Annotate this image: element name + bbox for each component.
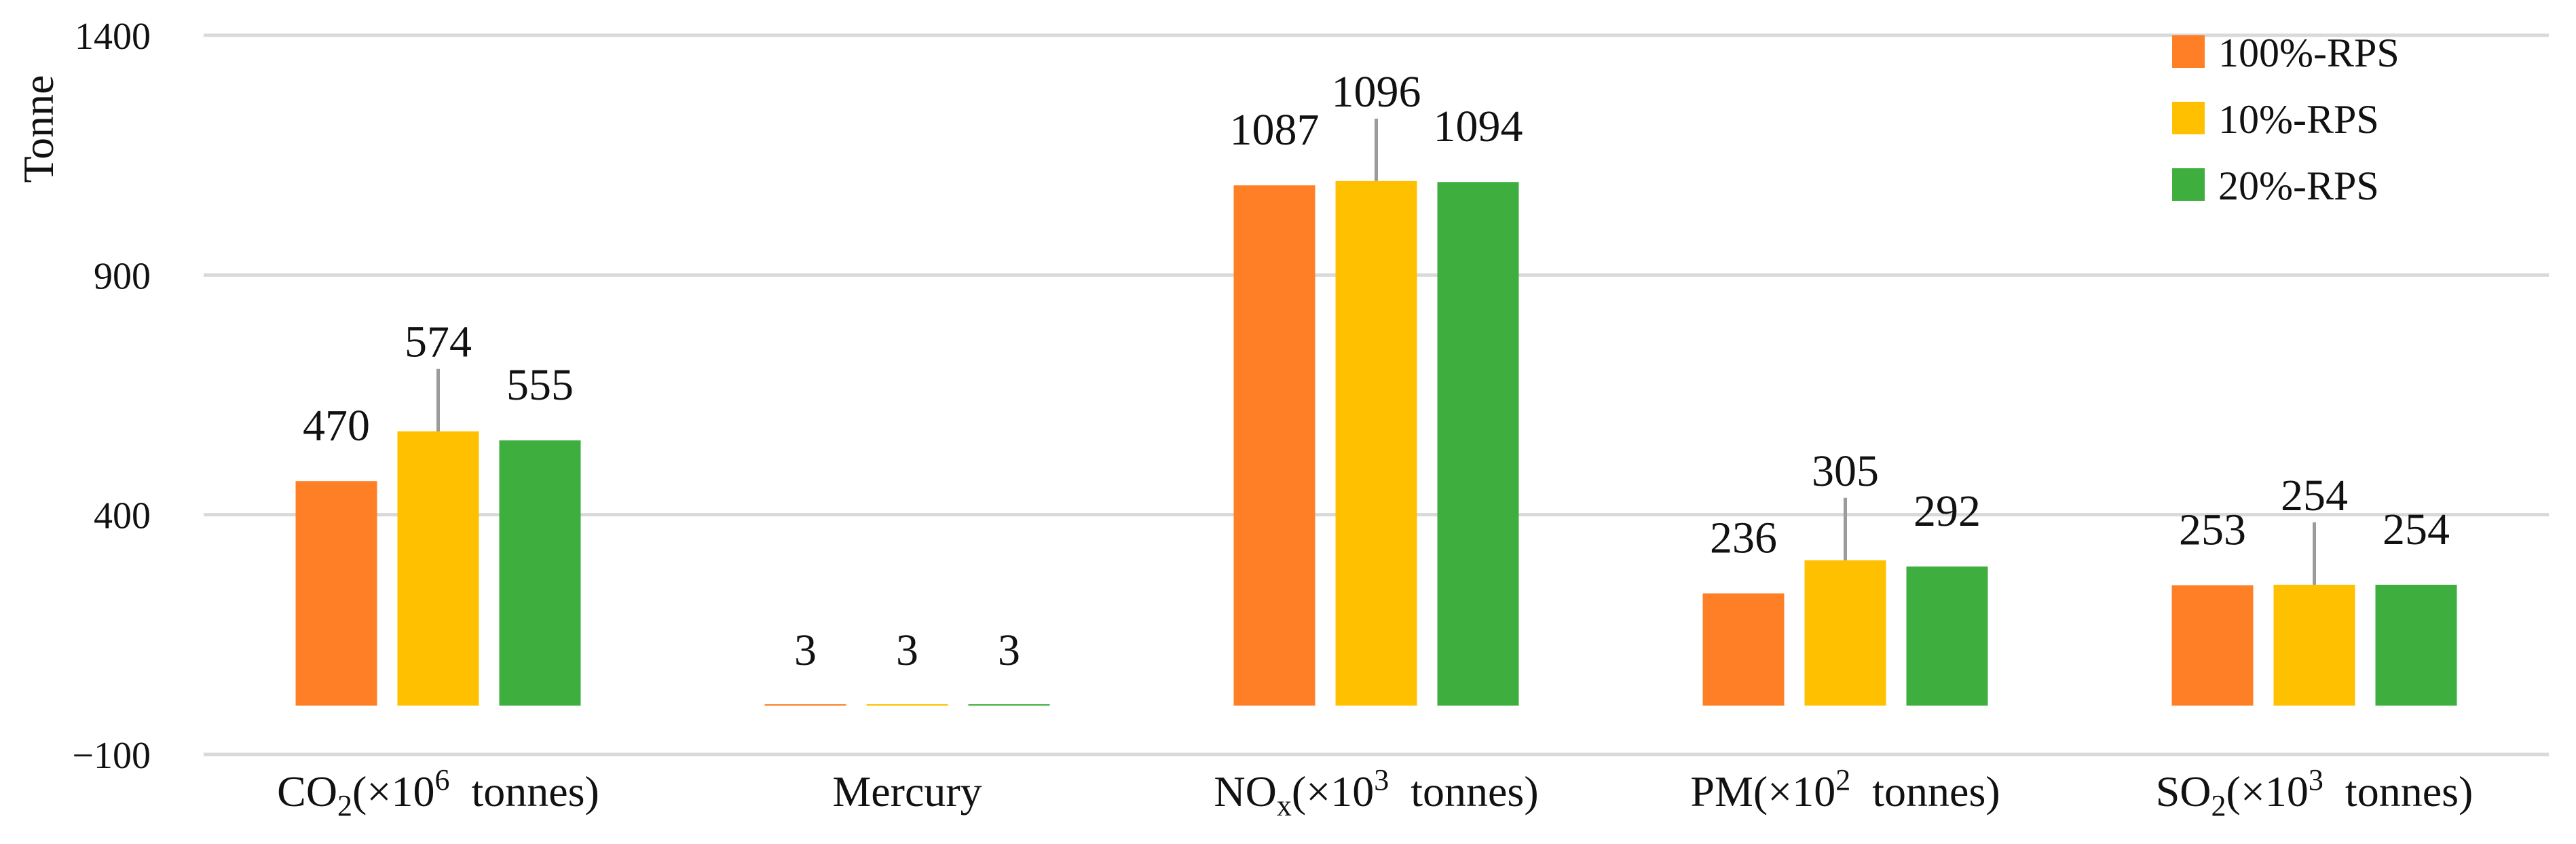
data-label-10%-RPS-1: 3 (896, 626, 918, 675)
legend-swatch-2 (2172, 168, 2205, 201)
bar-100%-RPS-2 (1233, 185, 1315, 706)
bar-100%-RPS-1 (764, 704, 846, 706)
bar-10%-RPS-3 (1804, 560, 1886, 706)
legend-swatch-1 (2172, 102, 2205, 134)
bar-20%-RPS-3 (1906, 566, 1988, 706)
legend-label-1: 10%-RPS (2218, 97, 2379, 142)
legend-swatch-0 (2172, 35, 2205, 68)
bar-20%-RPS-0 (499, 440, 581, 706)
category-label-1: Mercury (832, 767, 982, 816)
data-label-10%-RPS-3: 305 (1812, 446, 1879, 496)
data-label-20%-RPS-4: 254 (2383, 505, 2450, 554)
data-label-10%-RPS-2: 1096 (1332, 67, 1421, 117)
bars (295, 180, 2457, 706)
bar-100%-RPS-4 (2171, 585, 2254, 706)
bar-20%-RPS-2 (1437, 182, 1519, 706)
data-label-100%-RPS-2: 1087 (1230, 105, 1320, 155)
legend-label-0: 100%-RPS (2218, 31, 2400, 75)
data-label-20%-RPS-3: 292 (1914, 486, 1981, 536)
bar-10%-RPS-2 (1335, 180, 1417, 706)
y-tick-label-1: 900 (94, 255, 151, 297)
data-label-20%-RPS-0: 555 (506, 360, 574, 410)
y-axis-tick-labels: 1400 900 400 −100 (72, 16, 151, 777)
bar-10%-RPS-1 (866, 704, 948, 706)
category-label-4: SO2(×103 tonnes) (2156, 763, 2474, 822)
bar-10%-RPS-0 (397, 431, 479, 706)
legend-label-2: 20%-RPS (2218, 164, 2379, 208)
category-label-0: CO2(×106 tonnes) (277, 763, 599, 822)
bar-100%-RPS-0 (295, 481, 377, 706)
bar-20%-RPS-4 (2375, 584, 2457, 706)
bar-20%-RPS-1 (968, 704, 1050, 706)
legend: 100%-RPS 10%-RPS 20%-RPS (2172, 31, 2400, 208)
data-label-10%-RPS-4: 254 (2281, 471, 2348, 520)
data-label-100%-RPS-1: 3 (794, 626, 817, 675)
category-label-3: PM(×102 tonnes) (1690, 763, 2000, 816)
data-label-10%-RPS-0: 574 (405, 318, 472, 367)
data-label-20%-RPS-2: 1094 (1434, 102, 1523, 151)
y-tick-label-2: 400 (94, 495, 151, 537)
label-leader-lines (436, 118, 2316, 585)
y-axis-label: Tonne (14, 75, 62, 183)
data-label-100%-RPS-4: 253 (2179, 505, 2246, 555)
data-label-100%-RPS-0: 470 (303, 401, 370, 450)
bar-100%-RPS-3 (1702, 593, 1785, 706)
category-label-2: NOx(×103 tonnes) (1214, 763, 1538, 822)
y-tick-label-0: 1400 (75, 16, 151, 58)
bar-10%-RPS-4 (2273, 584, 2355, 706)
data-label-100%-RPS-3: 236 (1710, 514, 1777, 563)
data-label-20%-RPS-1: 3 (998, 626, 1020, 675)
category-labels: CO2(×106 tonnes) Mercury NOx(×103 tonnes) P… (277, 763, 2473, 822)
y-tick-label-3: −100 (72, 735, 151, 777)
